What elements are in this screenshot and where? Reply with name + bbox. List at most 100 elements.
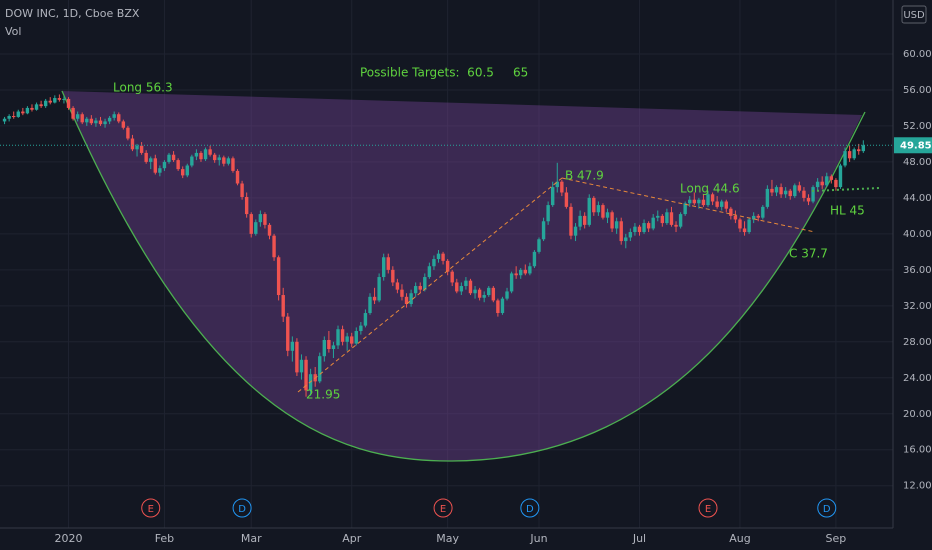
- annotation: C 37.7: [789, 247, 828, 261]
- candle-body: [720, 201, 724, 207]
- candle-body: [861, 145, 866, 152]
- candle-body: [318, 356, 322, 382]
- candle-body: [678, 214, 683, 227]
- event-marker: [698, 498, 718, 518]
- candle-body: [587, 197, 591, 225]
- candle-body: [16, 111, 20, 117]
- x-tick-label: Aug: [729, 532, 750, 545]
- event-marker: [141, 498, 161, 518]
- candle-body: [761, 206, 765, 218]
- x-tick-label: Feb: [155, 532, 174, 545]
- candle-body: [601, 205, 605, 218]
- event-marker: [520, 498, 540, 518]
- candle-body: [249, 214, 253, 234]
- candle-body: [537, 239, 541, 252]
- candle-body: [532, 251, 537, 267]
- candle-body: [281, 295, 285, 317]
- candle-body: [811, 187, 815, 202]
- higher-low-line: [811, 187, 881, 192]
- candle-body: [409, 293, 413, 305]
- y-tick-label: 20.00: [903, 409, 932, 420]
- candle-body: [75, 114, 80, 119]
- candle-body: [391, 269, 395, 283]
- y-tick-label: 24.00: [903, 373, 932, 384]
- candle-body: [541, 221, 546, 240]
- currency-box[interactable]: [901, 5, 927, 24]
- candle-body: [642, 223, 646, 233]
- candle-body: [656, 215, 660, 218]
- candle-body: [669, 212, 674, 225]
- candle-body: [560, 181, 564, 193]
- candle-body: [733, 215, 738, 220]
- candle-body: [820, 181, 824, 186]
- candle-body: [368, 296, 372, 314]
- last-price: 49.85: [900, 140, 932, 151]
- candle-body: [21, 111, 25, 114]
- event-label: D: [526, 504, 534, 515]
- event-marker: [232, 498, 252, 518]
- candle-body: [500, 298, 505, 314]
- candle-body: [340, 329, 345, 342]
- candle-body: [742, 228, 747, 233]
- candle-body: [660, 215, 665, 224]
- candle-body: [729, 208, 733, 216]
- candle-body: [363, 313, 368, 326]
- candle-body: [688, 199, 692, 204]
- candle-body: [751, 215, 756, 220]
- candle-body: [788, 190, 792, 197]
- x-tick-label: May: [436, 532, 459, 545]
- candle-body: [190, 156, 194, 166]
- candle-body: [779, 187, 783, 195]
- candle-body: [564, 192, 569, 207]
- candle-body: [487, 287, 491, 296]
- candle-body: [523, 269, 527, 274]
- annotation: Possible Targets: 60.5 65: [360, 66, 528, 80]
- candle-body: [12, 116, 16, 118]
- event-label: E: [705, 504, 711, 515]
- candle-body: [254, 222, 258, 234]
- candle-body: [2, 118, 7, 122]
- candle-body: [624, 237, 628, 242]
- candle-body: [212, 154, 217, 161]
- candle-body: [299, 359, 304, 373]
- candle-body: [578, 215, 582, 227]
- candle-body: [345, 336, 349, 342]
- candle-body: [614, 221, 619, 229]
- candle-body: [231, 158, 235, 171]
- candle-body: [834, 179, 838, 188]
- event-label: D: [823, 504, 831, 515]
- candle-body: [158, 168, 162, 173]
- candle-body: [806, 197, 811, 202]
- candle-body: [53, 98, 57, 103]
- candle-body: [509, 273, 514, 292]
- candle-body: [432, 259, 436, 267]
- candle-body: [130, 138, 135, 150]
- candle-body: [39, 104, 43, 107]
- candle-body: [267, 224, 272, 236]
- candle-body: [203, 149, 208, 160]
- candle-body: [381, 257, 386, 278]
- candle-body: [468, 280, 473, 294]
- candle-body: [386, 257, 390, 270]
- candle-body: [377, 277, 381, 301]
- candle-body: [295, 341, 299, 373]
- candle-body: [770, 188, 774, 193]
- annotation: 21.95: [306, 388, 340, 402]
- candle-body: [797, 185, 802, 191]
- candle-body: [646, 223, 651, 229]
- candle-body: [710, 194, 715, 202]
- wave-bc: [561, 177, 816, 233]
- candle-body: [126, 127, 130, 139]
- candle-body: [48, 100, 52, 103]
- candle-body: [418, 286, 422, 290]
- candle-body: [66, 98, 71, 108]
- event-label: D: [238, 504, 246, 515]
- candle-body: [171, 154, 176, 161]
- candle-body: [176, 160, 180, 170]
- candle-body: [491, 287, 496, 301]
- candle-body: [665, 212, 669, 224]
- currency[interactable]: USD: [903, 10, 925, 21]
- candle-body: [107, 117, 112, 122]
- y-tick-label: 28.00: [903, 337, 932, 348]
